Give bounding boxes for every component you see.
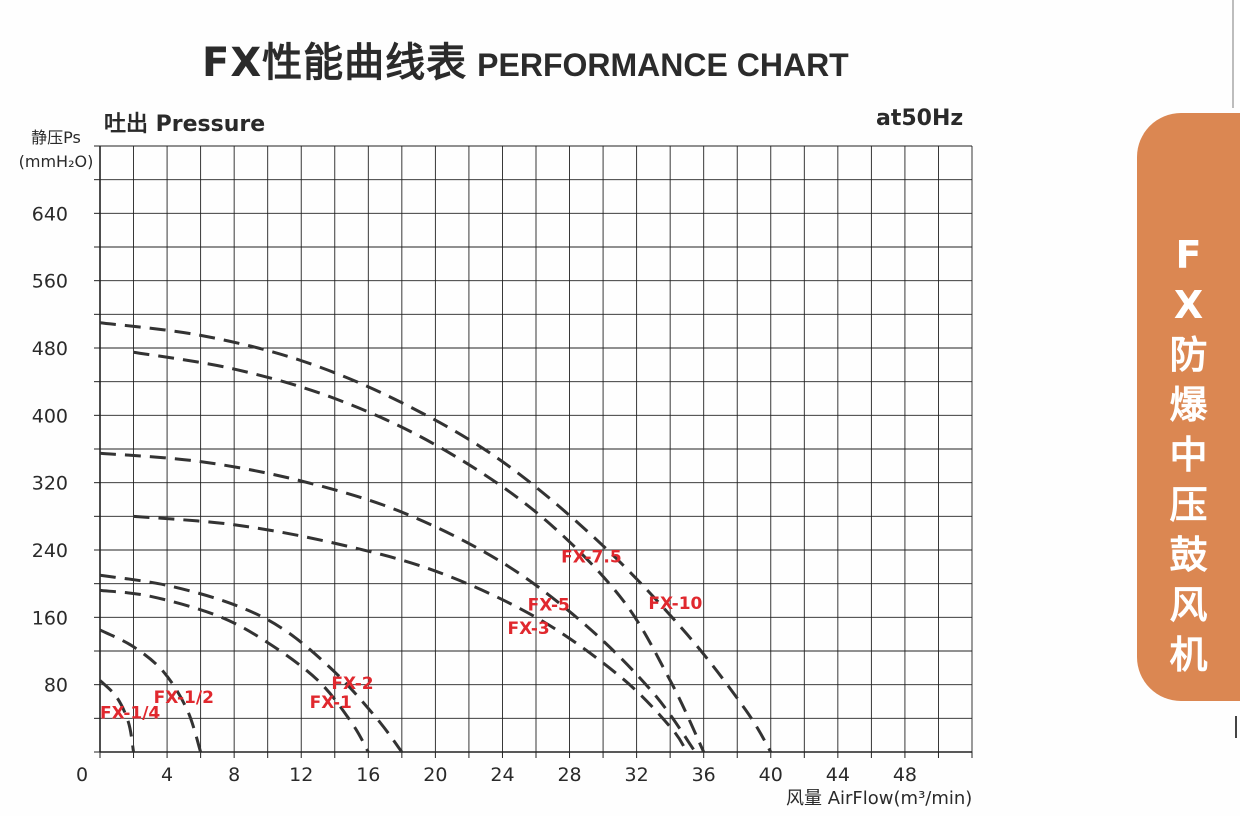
x-tick-label: 4 <box>161 764 173 786</box>
curve-fx-1 <box>99 588 370 753</box>
y-tick-label: 480 <box>32 338 68 360</box>
y-tick-label: 240 <box>32 540 68 562</box>
curve-label-fx-5: FX-5 <box>528 596 570 616</box>
x-axis-unit: 风量 AirFlow(m³/min) <box>786 788 973 809</box>
y-tick-label: 160 <box>32 607 68 629</box>
x-tick-label: 44 <box>826 764 850 786</box>
curve-fx-1-4 <box>98 679 136 753</box>
x-tick-label: 24 <box>490 764 514 786</box>
x-tick-label: 12 <box>289 764 313 786</box>
curve-label-fx-1-2: FX-1/2 <box>154 688 214 708</box>
page-edge-line <box>1232 0 1234 108</box>
x-tick-label: 16 <box>356 764 380 786</box>
y-tick-label: 80 <box>44 675 68 697</box>
side-tab-text: FX防爆中压鼓风机 <box>1169 233 1208 677</box>
y-axis-unit-line1: 静压Ps <box>31 128 81 147</box>
performance-curves <box>98 321 773 753</box>
chart-title: FX性能曲线表 PERFORMANCE CHART <box>202 30 849 88</box>
curve-fx-1-2 <box>99 628 203 753</box>
y-tick-label: 400 <box>32 405 68 427</box>
x-tick-label: 32 <box>625 764 649 786</box>
curve-label-fx-10: FX-10 <box>648 594 702 614</box>
x-tick-label: 8 <box>228 764 240 786</box>
side-tab <box>1137 113 1240 701</box>
curve-fx-10 <box>99 321 773 753</box>
x-tick-label: 0 <box>76 764 88 786</box>
x-tick-label: 28 <box>557 764 581 786</box>
x-tick-label: 20 <box>423 764 447 786</box>
curve-fx-3 <box>133 514 689 753</box>
curve-fx-7-5 <box>133 350 706 753</box>
x-tick-label: 40 <box>759 764 783 786</box>
title-cn: FX性能曲线表 <box>202 40 468 86</box>
chart-grid <box>94 145 973 758</box>
frequency-label: at50Hz <box>876 106 964 131</box>
curve-label-fx-7-5: FX-7.5 <box>561 548 622 568</box>
curve-fx-5 <box>99 451 697 753</box>
y-axis-unit-line2: (mmH₂O) <box>18 152 94 171</box>
y-tick-label: 320 <box>32 473 68 495</box>
edge-tick-mark <box>1235 716 1237 738</box>
y-axis-unit: 静压Ps (mmH₂O) <box>10 126 102 174</box>
curve-label-fx-1: FX-1 <box>310 693 352 713</box>
x-tick-label: 36 <box>692 764 716 786</box>
pressure-label: 吐出 Pressure <box>104 112 266 137</box>
curve-label-fx-1-4: FX-1/4 <box>100 703 160 723</box>
curve-label-fx-3: FX-3 <box>507 619 549 639</box>
y-tick-label: 640 <box>32 203 68 225</box>
y-tick-label: 560 <box>32 271 68 293</box>
curve-labels: FX-1/4FX-1/2 FX-1FX-2 FX-3 FX-5 FX-7.5 FX-10 <box>100 548 703 724</box>
curve-label-fx-2: FX-2 <box>331 674 373 694</box>
curve-fx-2 <box>99 573 404 753</box>
title-en: PERFORMANCE CHART <box>477 47 849 83</box>
x-tick-label: 48 <box>893 764 917 786</box>
